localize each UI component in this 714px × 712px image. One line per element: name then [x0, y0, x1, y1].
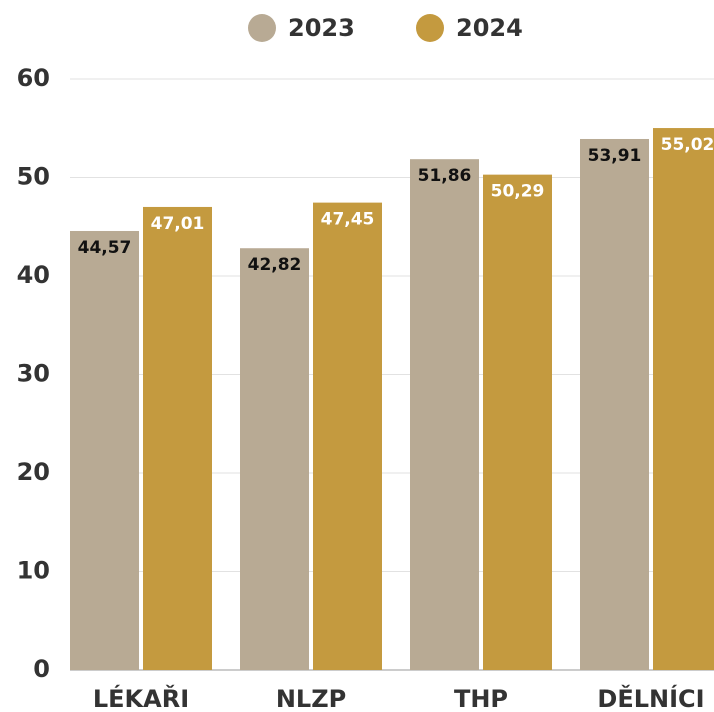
value-label: 47,45 — [321, 210, 375, 230]
legend-label: 2024 — [456, 14, 523, 42]
x-tick-label: DĚLNÍCI — [597, 684, 704, 712]
value-label: 53,91 — [588, 146, 642, 166]
value-label: 42,82 — [248, 255, 302, 275]
y-tick-label: 10 — [17, 557, 50, 585]
bar — [580, 138, 649, 670]
y-tick-label: 40 — [17, 261, 50, 289]
bar — [240, 248, 309, 670]
y-tick-label: 20 — [17, 458, 50, 486]
value-label: 50,29 — [491, 182, 545, 202]
value-label: 55,02 — [661, 135, 714, 155]
y-tick-label: 50 — [17, 163, 50, 191]
bar — [483, 174, 552, 670]
bar — [313, 202, 382, 670]
bar — [653, 128, 714, 671]
y-tick-label: 60 — [17, 64, 50, 92]
value-label: 47,01 — [151, 214, 205, 234]
y-tick-label: 30 — [17, 360, 50, 388]
x-tick-label: THP — [454, 685, 508, 712]
y-tick-label: 0 — [33, 655, 50, 683]
x-tick-label: NLZP — [276, 685, 346, 712]
bar — [410, 159, 479, 670]
bar — [143, 206, 212, 670]
x-tick-label: LÉKAŘI — [93, 684, 189, 712]
legend-swatch — [416, 14, 444, 42]
value-label: 51,86 — [418, 166, 472, 186]
value-label: 44,57 — [78, 238, 132, 258]
bar — [70, 230, 139, 670]
legend-swatch — [248, 14, 276, 42]
legend-label: 2023 — [288, 14, 355, 42]
